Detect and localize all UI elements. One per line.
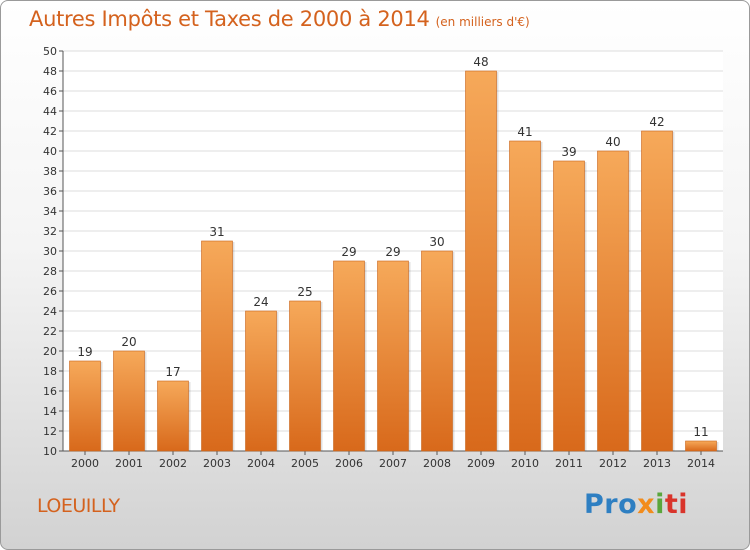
logo-part-4: ti — [664, 489, 689, 520]
chart-subtitle: (en milliers d'€) — [435, 15, 530, 29]
y-tick-label: 38 — [43, 165, 57, 178]
data-label-2004: 24 — [253, 295, 268, 309]
y-tick-label: 16 — [43, 385, 57, 398]
x-tick-label-2002: 2002 — [159, 457, 187, 470]
bar-2008 — [421, 250, 453, 452]
y-tick-label: 14 — [43, 405, 57, 418]
x-tick-label-2006: 2006 — [335, 457, 363, 470]
y-tick-label: 50 — [43, 45, 57, 58]
x-tick-label-2005: 2005 — [291, 457, 319, 470]
logo-part-3: i — [655, 489, 665, 520]
x-tick-label-2009: 2009 — [467, 457, 495, 470]
y-tick-label: 10 — [43, 445, 57, 458]
y-tick-label: 22 — [43, 325, 57, 338]
logo-part-2: x — [637, 489, 656, 520]
data-label-2011: 39 — [561, 145, 576, 159]
y-tick-label: 42 — [43, 125, 57, 138]
logo-part-1: Pro — [584, 489, 638, 520]
bar-2013 — [641, 130, 673, 452]
y-tick-label: 20 — [43, 345, 57, 358]
y-tick-label: 34 — [43, 205, 57, 218]
x-tick-label-2014: 2014 — [687, 457, 715, 470]
bar-2012 — [597, 150, 629, 452]
x-tick-label-2007: 2007 — [379, 457, 407, 470]
y-tick-label: 36 — [43, 185, 57, 198]
data-label-2003: 31 — [209, 225, 224, 239]
y-tick-label: 48 — [43, 65, 57, 78]
x-tick-label-2008: 2008 — [423, 457, 451, 470]
y-tick-label: 40 — [43, 145, 57, 158]
bar-2004 — [245, 310, 277, 452]
bar-2009 — [465, 70, 497, 452]
y-tick-label: 44 — [43, 105, 57, 118]
bar-2002 — [157, 380, 189, 452]
label-layer: 19 20 17 31 24 25 29 29 30 48 41 39 40 42 11 — [77, 55, 708, 439]
data-label-2007: 29 — [385, 245, 400, 259]
y-tick-label: 30 — [43, 245, 57, 258]
data-label-2006: 29 — [341, 245, 356, 259]
bar-2003 — [201, 240, 233, 452]
data-label-2000: 19 — [77, 345, 92, 359]
bar-2000 — [69, 360, 101, 452]
bar-2011 — [553, 160, 585, 452]
commune-name: LOEUILLY — [37, 495, 120, 517]
data-label-2005: 25 — [297, 285, 312, 299]
x-tick-label-2003: 2003 — [203, 457, 231, 470]
bar-2007 — [377, 260, 409, 452]
y-tick-label: 24 — [43, 305, 57, 318]
chart-title-text: Autres Impôts et Taxes de 2000 à 2014 — [29, 7, 430, 31]
y-tick-label: 32 — [43, 225, 57, 238]
proxiti-logo[interactable]: Proxiti — [584, 489, 688, 520]
bar-2006 — [333, 260, 365, 452]
data-label-2010: 41 — [517, 125, 532, 139]
chart-title: Autres Impôts et Taxes de 2000 à 2014 (en… — [29, 7, 530, 31]
x-tick-label-2004: 2004 — [247, 457, 275, 470]
data-label-2002: 17 — [165, 365, 180, 379]
data-label-2001: 20 — [121, 335, 136, 349]
data-label-2009: 48 — [473, 55, 488, 69]
y-tick-label: 28 — [43, 265, 57, 278]
data-label-2008: 30 — [429, 235, 444, 249]
data-label-2014: 11 — [693, 425, 708, 439]
bar-2010 — [509, 140, 541, 452]
bar-layer — [69, 70, 719, 452]
bar-2014 — [685, 440, 717, 452]
y-tick-label: 26 — [43, 285, 57, 298]
axis-layer: 10 12 14 16 18 20 22 24 26 28 30 32 34 36 38 40 42 44 46 48… — [43, 45, 723, 470]
y-tick-label: 12 — [43, 425, 57, 438]
x-tick-label-2010: 2010 — [511, 457, 539, 470]
x-tick-label-2001: 2001 — [115, 457, 143, 470]
x-tick-label-2011: 2011 — [555, 457, 583, 470]
x-tick-label-2012: 2012 — [599, 457, 627, 470]
data-label-2012: 40 — [605, 135, 620, 149]
bar-2001 — [113, 350, 145, 452]
y-tick-label: 46 — [43, 85, 57, 98]
bar-2005 — [289, 300, 321, 452]
y-tick-label: 18 — [43, 365, 57, 378]
x-tick-label-2013: 2013 — [643, 457, 671, 470]
x-tick-label-2000: 2000 — [71, 457, 99, 470]
data-label-2013: 42 — [649, 115, 664, 129]
